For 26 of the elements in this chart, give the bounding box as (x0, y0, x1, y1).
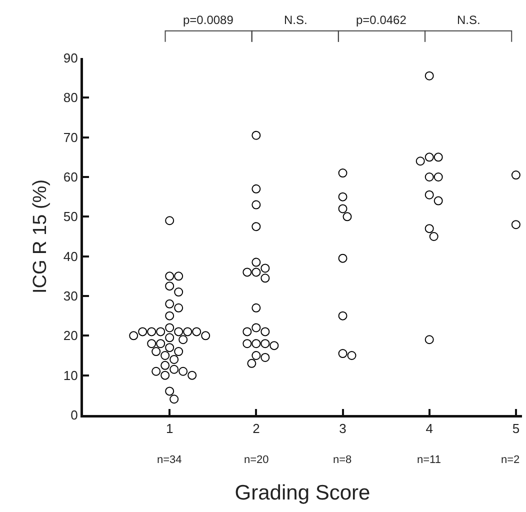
text: n=2 (501, 454, 520, 466)
x-tick-label: 5 (512, 421, 520, 436)
text: n=11 (417, 454, 441, 466)
y-axis-title: ICG R 15 (%) (30, 179, 52, 294)
text: N.S. (457, 13, 480, 27)
y-tick-label: 30 (63, 288, 78, 304)
text: n=8 (333, 454, 352, 466)
text: p=0.0462 (356, 13, 407, 27)
y-tick-label: 40 (63, 248, 78, 264)
text: n=20 (244, 454, 269, 466)
y-tick-label: 80 (63, 90, 78, 106)
y-tick-label: 60 (63, 170, 78, 185)
x-tick-label: 4 (426, 421, 433, 436)
text: p=0.0089 (183, 13, 234, 27)
y-tick-label: 10 (63, 368, 78, 383)
x-tick-label: 3 (339, 421, 346, 436)
y-tick-label: 90 (63, 50, 78, 66)
x-axis-title: Grading Score (234, 482, 370, 505)
text: n=34 (157, 454, 182, 466)
text: N.S. (284, 13, 308, 27)
y-tick-label: 0 (70, 408, 78, 423)
x-tick-label: 1 (166, 421, 174, 436)
y-tick-label: 50 (63, 209, 78, 224)
y-tick-label: 20 (63, 328, 78, 344)
y-tick-label: 70 (63, 130, 78, 145)
x-tick-label: 2 (252, 421, 260, 436)
